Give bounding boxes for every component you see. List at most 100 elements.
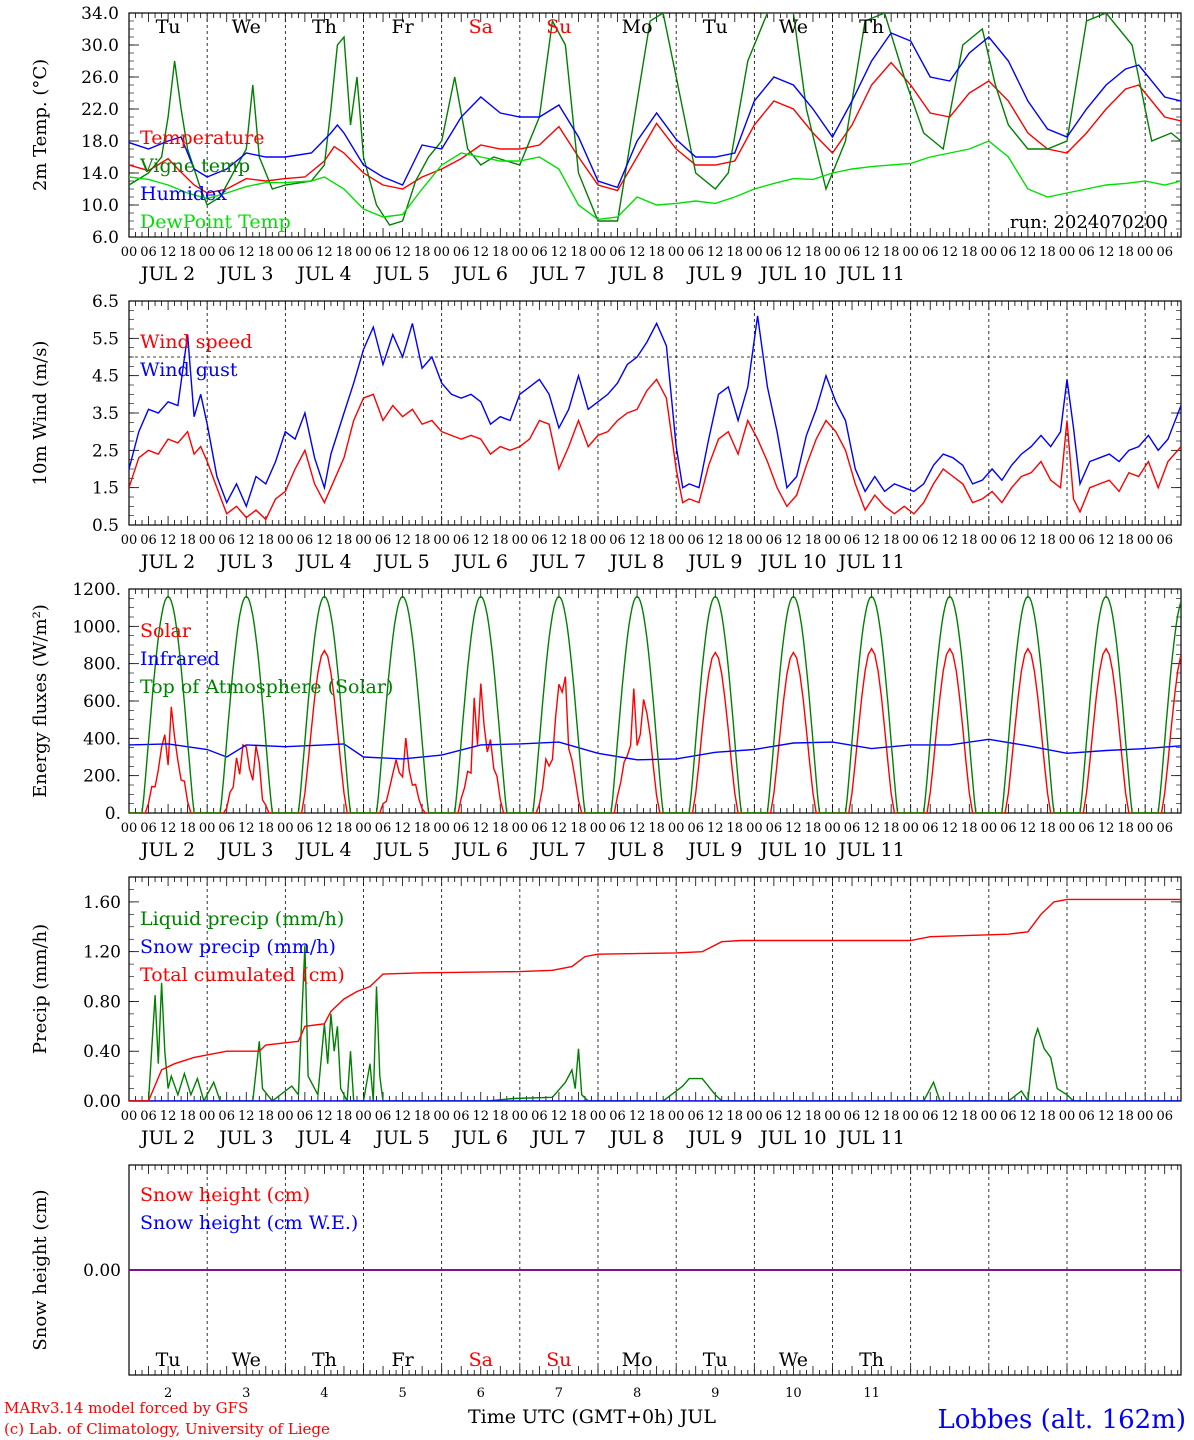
- date-label: JUL 5: [373, 263, 429, 285]
- hour-tick-label: 12: [472, 245, 489, 260]
- y-tick-label: 5.5: [92, 329, 119, 349]
- hour-tick-label: 12: [941, 245, 958, 260]
- hour-tick-label: 12: [316, 1109, 333, 1124]
- hour-tick-label: 00: [590, 821, 607, 836]
- hour-tick-label: 12: [316, 245, 333, 260]
- hour-tick-label: 00: [981, 245, 998, 260]
- hour-tick-label: 12: [1020, 533, 1037, 548]
- series-layer: [129, 13, 1181, 1271]
- hour-tick-label: 00: [1137, 245, 1154, 260]
- hour-tick-label: 06: [844, 533, 861, 548]
- hour-tick-label: 12: [707, 821, 724, 836]
- hour-tick-label: 00: [355, 245, 372, 260]
- hour-tick-label: 06: [609, 1109, 626, 1124]
- hour-tick-label: 06: [1078, 533, 1095, 548]
- weekday-label-top: Th: [859, 16, 884, 38]
- hour-tick-label: 06: [922, 245, 939, 260]
- date-label: JUL 10: [758, 263, 826, 285]
- hour-tick-label: 18: [805, 1109, 822, 1124]
- hour-tick-label: 00: [824, 245, 841, 260]
- hour-tick-label: 00: [121, 533, 138, 548]
- date-label: JUL 11: [836, 839, 904, 861]
- hour-tick-label: 00: [1059, 1109, 1076, 1124]
- hour-tick-label: 06: [922, 821, 939, 836]
- weekday-label-bottom: Tu: [703, 1349, 728, 1371]
- hour-tick-label: 18: [336, 821, 353, 836]
- hour-tick-label: 12: [863, 533, 880, 548]
- series-liquid-precip-mm-h-: [129, 945, 1181, 1101]
- series-temperature: [129, 61, 1181, 194]
- date-label: JUL 10: [758, 1127, 826, 1149]
- legend-entry: DewPoint Temp: [140, 211, 291, 233]
- y-tick-label: 26.0: [81, 68, 119, 88]
- date-label: JUL 11: [836, 1127, 904, 1149]
- hour-tick-label: 18: [727, 245, 744, 260]
- hour-tick-label: 06: [1156, 821, 1173, 836]
- hour-tick-label: 12: [551, 821, 568, 836]
- hour-tick-label: 00: [902, 245, 919, 260]
- y-tick-label: 6.0: [92, 228, 119, 248]
- y-tick-label: 400.: [83, 729, 121, 749]
- hour-tick-label: 06: [140, 821, 157, 836]
- hour-tick-label: 00: [902, 533, 919, 548]
- hour-tick-label: 12: [160, 245, 177, 260]
- hour-tick-label: 00: [199, 533, 216, 548]
- date-label: JUL 8: [608, 839, 664, 861]
- hour-tick-label: 18: [570, 245, 587, 260]
- hour-tick-label: 12: [941, 821, 958, 836]
- hour-tick-label: 18: [1039, 821, 1056, 836]
- hour-tick-label: 06: [218, 1109, 235, 1124]
- weekday-label-top: Th: [312, 16, 337, 38]
- hour-tick-label: 18: [648, 533, 665, 548]
- hour-tick-label: 12: [238, 1109, 255, 1124]
- hour-tick-label: 00: [277, 245, 294, 260]
- day-number-label: 8: [633, 1386, 641, 1401]
- series-infrared: [129, 738, 1181, 761]
- weekday-label-bottom: We: [232, 1349, 261, 1371]
- hour-tick-label: 06: [1000, 245, 1017, 260]
- grid-layer: [128, 12, 1182, 1376]
- hour-tick-label: 00: [746, 821, 763, 836]
- hour-tick-label: 00: [1059, 533, 1076, 548]
- hour-tick-label: 18: [883, 245, 900, 260]
- legend-entry: Humidex: [140, 183, 227, 205]
- hour-tick-label: 00: [277, 533, 294, 548]
- hour-tick-label: 06: [140, 245, 157, 260]
- hour-tick-label: 12: [316, 821, 333, 836]
- series-solar: [129, 647, 1181, 813]
- y-axis-label: 10m Wind (m/s): [30, 341, 51, 486]
- hour-tick-label: 18: [1117, 533, 1134, 548]
- hour-tick-label: 12: [238, 821, 255, 836]
- y-axis-label: Snow height (cm): [30, 1189, 51, 1350]
- series-dewpoint-temp: [129, 140, 1181, 221]
- hour-tick-label: 06: [297, 1109, 314, 1124]
- date-label: JUL 9: [686, 1127, 742, 1149]
- y-tick-label: 10.0: [81, 196, 119, 216]
- y-tick-label: 0.: [105, 804, 121, 824]
- hour-tick-label: 06: [609, 245, 626, 260]
- legend-entry: Total cumulated (cm): [140, 964, 345, 986]
- day-number-label: 3: [242, 1386, 250, 1401]
- hour-tick-label: 00: [746, 245, 763, 260]
- date-label: JUL 7: [530, 1127, 586, 1149]
- hour-tick-label: 06: [922, 533, 939, 548]
- hour-tick-label: 06: [140, 533, 157, 548]
- y-tick-label: 1.20: [83, 943, 121, 963]
- hour-tick-label: 12: [785, 533, 802, 548]
- hour-tick-label: 12: [785, 245, 802, 260]
- date-label: JUL 11: [836, 551, 904, 573]
- date-label: JUL 11: [836, 263, 904, 285]
- hour-tick-label: 12: [160, 1109, 177, 1124]
- weekday-label-top: Sa: [469, 16, 493, 38]
- hour-tick-label: 12: [238, 533, 255, 548]
- hour-tick-label: 00: [981, 821, 998, 836]
- hour-tick-label: 18: [570, 1109, 587, 1124]
- hour-tick-label: 00: [121, 821, 138, 836]
- hour-tick-label: 18: [492, 245, 509, 260]
- hour-tick-label: 06: [1000, 821, 1017, 836]
- hour-tick-label: 12: [707, 533, 724, 548]
- y-tick-label: 800.: [83, 655, 121, 675]
- hour-tick-label: 06: [1156, 533, 1173, 548]
- date-label: JUL 6: [452, 263, 508, 285]
- y-tick-label: 0.00: [83, 1261, 121, 1281]
